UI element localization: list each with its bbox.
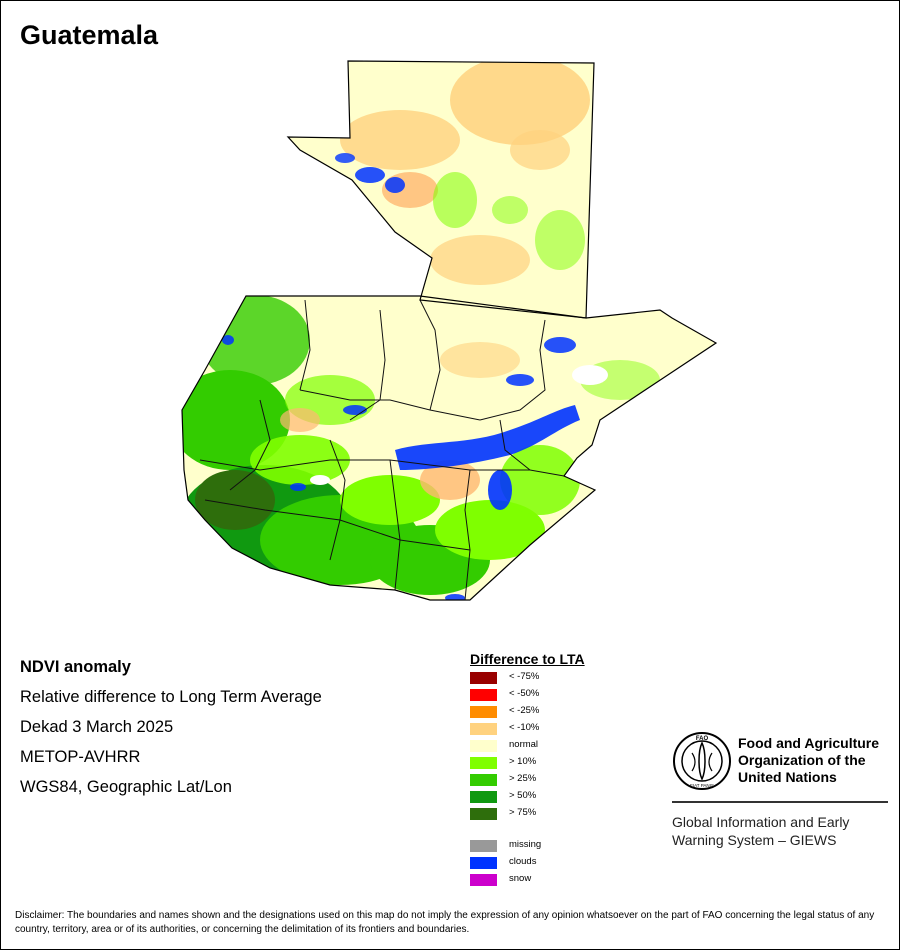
org-divider	[672, 801, 888, 803]
legend-swatch	[470, 808, 497, 820]
fao-logo-motto: FIAT PANIS	[690, 783, 714, 788]
map-info: NDVI anomaly Relative difference to Long…	[20, 656, 322, 806]
legend-swatch	[470, 723, 497, 735]
legend: Difference to LTA < -75% < -50% < -25% < -1…	[470, 651, 670, 902]
projection-label: WGS84, Geographic Lat/Lon	[20, 778, 232, 796]
legend-label: < -50%	[509, 688, 540, 699]
country-outline	[181, 295, 718, 601]
legend-title: Difference to LTA	[470, 651, 585, 667]
legend-label: missing	[509, 839, 542, 850]
legend-swatch	[470, 706, 497, 718]
north-anomaly-layer	[335, 61, 590, 285]
legend-swatch	[470, 874, 497, 886]
country-map	[181, 60, 718, 601]
product-description: Relative difference to Long Term Average	[20, 688, 322, 706]
fao-logo-text: FAO	[696, 736, 709, 742]
legend-swatch	[470, 672, 497, 684]
legend-label: normal	[509, 739, 539, 750]
south-anomaly-layer	[182, 296, 660, 600]
org-name-line1: Food and Agriculture	[738, 735, 880, 751]
legend-label: > 10%	[509, 756, 537, 767]
legend-label: snow	[509, 873, 532, 884]
legend-swatch	[470, 689, 497, 701]
legend-swatch	[470, 757, 497, 769]
peten-outline	[286, 60, 595, 319]
legend-label: clouds	[509, 856, 537, 867]
disclaimer: Disclaimer: The boundaries and names sho…	[15, 910, 875, 935]
legend-swatch	[470, 740, 497, 752]
legend-swatch	[470, 791, 497, 803]
legend-swatch	[470, 840, 497, 852]
period-label: Dekad 3 March 2025	[20, 718, 174, 736]
legend-label: < -75%	[509, 671, 540, 682]
legend-label: > 50%	[509, 790, 537, 801]
department-boundaries	[199, 299, 565, 601]
sensor-label: METOP-AVHRR	[20, 748, 141, 766]
legend-swatch	[470, 857, 497, 869]
product-name: NDVI anomaly	[20, 658, 131, 676]
legend-label: < -25%	[509, 705, 540, 716]
map-title: Guatemala	[20, 20, 159, 50]
system-name-line2: Warning System – GIEWS	[672, 832, 837, 848]
legend-entries: < -75% < -50% < -25% < -10% normal > 10% > 25%…	[470, 671, 670, 902]
org-name: Food and Agriculture Organization of the…	[738, 735, 879, 786]
org-name-line2: Organization of the	[738, 752, 866, 768]
system-name: Global Information and Early Warning Sys…	[672, 813, 849, 849]
legend-label: > 25%	[509, 773, 537, 784]
legend-swatch	[470, 774, 497, 786]
fao-logo-icon: FAO FIAT PANIS	[673, 732, 731, 790]
org-name-line3: United Nations	[738, 769, 837, 785]
system-name-line1: Global Information and Early	[672, 814, 850, 830]
legend-label: > 75%	[509, 807, 537, 818]
legend-label: < -10%	[509, 722, 540, 733]
